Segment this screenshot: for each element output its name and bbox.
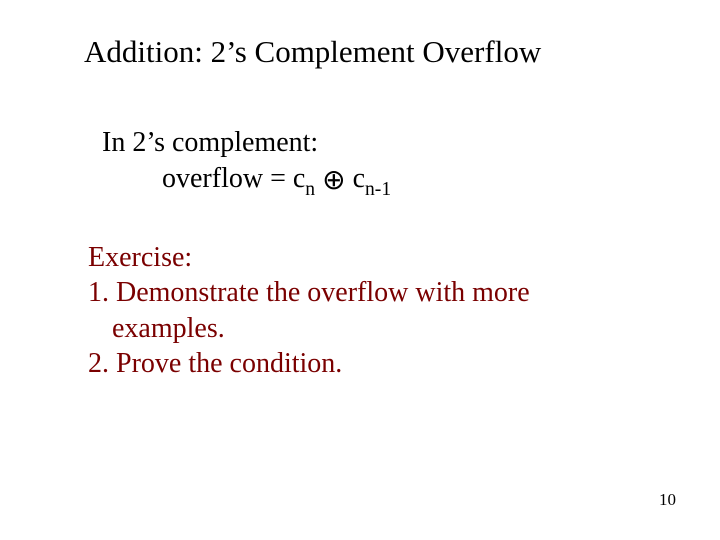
exercise-heading: Exercise: [88,240,530,275]
intro-block: In 2’s complement: overflow = cn ⊕ cn-1 [102,125,391,201]
page-number: 10 [659,490,676,510]
slide: Addition: 2’s Complement Overflow In 2’s… [0,0,720,540]
overflow-eq-prefix: overflow = c [162,163,305,194]
subscript-n-1: n-1 [365,179,391,200]
intro-line-2: overflow = cn ⊕ cn-1 [162,161,391,201]
intro-line-1: In 2’s complement: [102,125,391,161]
exercise-item-1-line-b: examples. [112,311,530,346]
xor-icon: ⊕ [322,163,345,199]
exercise-block: Exercise: 1. Demonstrate the overflow wi… [88,240,530,381]
exercise-item-1-line-a: 1. Demonstrate the overflow with more [88,275,530,310]
subscript-n: n [305,179,315,200]
space-1 [315,163,322,194]
slide-title: Addition: 2’s Complement Overflow [84,34,541,70]
exercise-item-2: 2. Prove the condition. [88,346,530,381]
overflow-eq-mid: c [346,163,365,194]
